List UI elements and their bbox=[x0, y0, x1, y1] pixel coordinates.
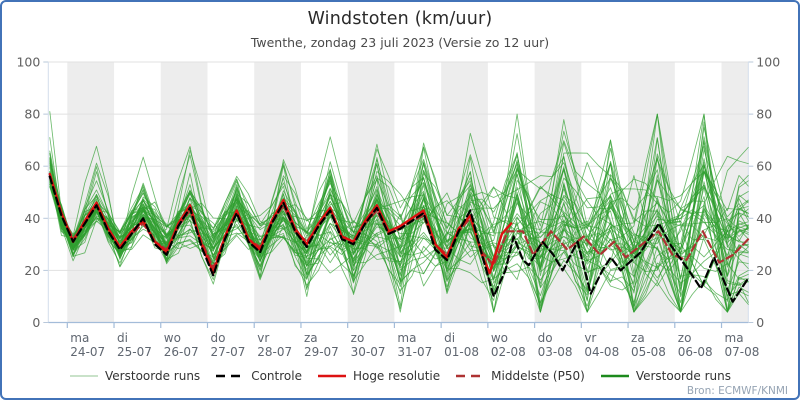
legend-item-ensemble-light: Verstoorde runs bbox=[69, 369, 200, 383]
x-day-weekday: zo bbox=[678, 331, 692, 345]
series-line-black-dashed bbox=[48, 175, 750, 303]
legend-label: Middelste (P50) bbox=[491, 369, 585, 383]
y-tick-label-left: 40 bbox=[24, 211, 40, 226]
x-day-weekday: vr bbox=[584, 331, 596, 345]
y-tick-label-right: 100 bbox=[756, 55, 780, 70]
legend-label: Verstoorde runs bbox=[635, 369, 731, 383]
x-day-date: 30-07 bbox=[351, 345, 386, 359]
x-day-date: 01-08 bbox=[444, 345, 479, 359]
legend-item-ensemble-dark: Verstoorde runs bbox=[600, 369, 731, 383]
x-day-date: 27-07 bbox=[210, 345, 245, 359]
legend-sample-ensemble-light bbox=[70, 375, 99, 377]
ensemble-line bbox=[49, 140, 749, 313]
ensemble-line bbox=[49, 164, 749, 301]
x-day-date: 31-07 bbox=[397, 345, 432, 359]
legend-sample-ensemble-dark bbox=[600, 374, 629, 378]
legend-sample-control bbox=[216, 374, 245, 378]
legend-item-hires: Hoge resolutie bbox=[317, 369, 440, 383]
x-day-date: 29-07 bbox=[304, 345, 339, 359]
y-tick-label-right: 0 bbox=[756, 315, 764, 330]
x-day-weekday: di bbox=[117, 331, 128, 345]
x-day-date: 28-07 bbox=[257, 345, 292, 359]
x-day-weekday: ma bbox=[725, 331, 744, 345]
chart-subtitle: Twenthe, zondag 23 juli 2023 (Versie zo … bbox=[250, 35, 550, 50]
y-tick-label-right: 80 bbox=[756, 107, 772, 122]
ensemble-line bbox=[49, 113, 749, 298]
x-day-weekday: ma bbox=[397, 331, 416, 345]
chart-title: Windstoten (km/uur) bbox=[307, 9, 493, 29]
x-day-weekday: zo bbox=[351, 331, 365, 345]
y-tick-label-left: 100 bbox=[16, 55, 40, 70]
legend-label: Controle bbox=[251, 369, 302, 383]
legend-item-p50: Middelste (P50) bbox=[455, 369, 585, 383]
x-day-weekday: do bbox=[538, 331, 553, 345]
source-credit: Bron: ECMWF/KNMI bbox=[686, 385, 788, 397]
x-day-weekday: vr bbox=[257, 331, 269, 345]
x-day-date: 04-08 bbox=[584, 345, 619, 359]
y-tick-label-left: 80 bbox=[24, 107, 40, 122]
y-tick-label-left: 0 bbox=[32, 315, 40, 330]
y-tick-label-right: 40 bbox=[756, 211, 772, 226]
x-day-weekday: wo bbox=[164, 331, 181, 345]
x-day-date: 26-07 bbox=[164, 345, 199, 359]
ensemble-line bbox=[49, 145, 749, 294]
series-line-red-solid bbox=[48, 172, 513, 275]
ensemble-line bbox=[49, 147, 749, 307]
x-day-date: 03-08 bbox=[538, 345, 573, 359]
y-tick-label-left: 20 bbox=[24, 263, 40, 278]
x-day-weekday: ma bbox=[70, 331, 89, 345]
legend-sample-p50 bbox=[456, 374, 485, 378]
x-day-weekday: di bbox=[444, 331, 455, 345]
ensemble-line bbox=[49, 113, 749, 313]
ensemble-line bbox=[49, 132, 749, 313]
legend-label: Verstoorde runs bbox=[105, 369, 201, 383]
legend-label: Hoge resolutie bbox=[352, 369, 441, 383]
x-day-date: 24-07 bbox=[70, 345, 105, 359]
ensemble-line bbox=[49, 153, 749, 313]
ensemble-line bbox=[49, 146, 749, 295]
x-day-weekday: do bbox=[210, 331, 225, 345]
ensemble-line bbox=[49, 149, 749, 280]
x-day-date: 05-08 bbox=[631, 345, 666, 359]
day-band bbox=[160, 62, 208, 323]
x-day-weekday: za bbox=[631, 331, 645, 345]
x-day-date: 07-08 bbox=[725, 345, 760, 359]
x-day-date: 25-07 bbox=[117, 345, 152, 359]
ensemble-line bbox=[49, 152, 749, 313]
y-tick-label-right: 20 bbox=[756, 263, 772, 278]
legend-item-control: Controle bbox=[215, 369, 302, 383]
x-day-date: 06-08 bbox=[678, 345, 713, 359]
legend: Verstoorde runs Controle Hoge resolutie Mid… bbox=[2, 369, 798, 383]
x-day-date: 02-08 bbox=[491, 345, 526, 359]
x-day-weekday: za bbox=[304, 331, 318, 345]
y-tick-label-right: 60 bbox=[756, 159, 772, 174]
x-day-weekday: wo bbox=[491, 331, 508, 345]
y-tick-label-left: 60 bbox=[24, 159, 40, 174]
legend-sample-hires bbox=[317, 374, 346, 378]
